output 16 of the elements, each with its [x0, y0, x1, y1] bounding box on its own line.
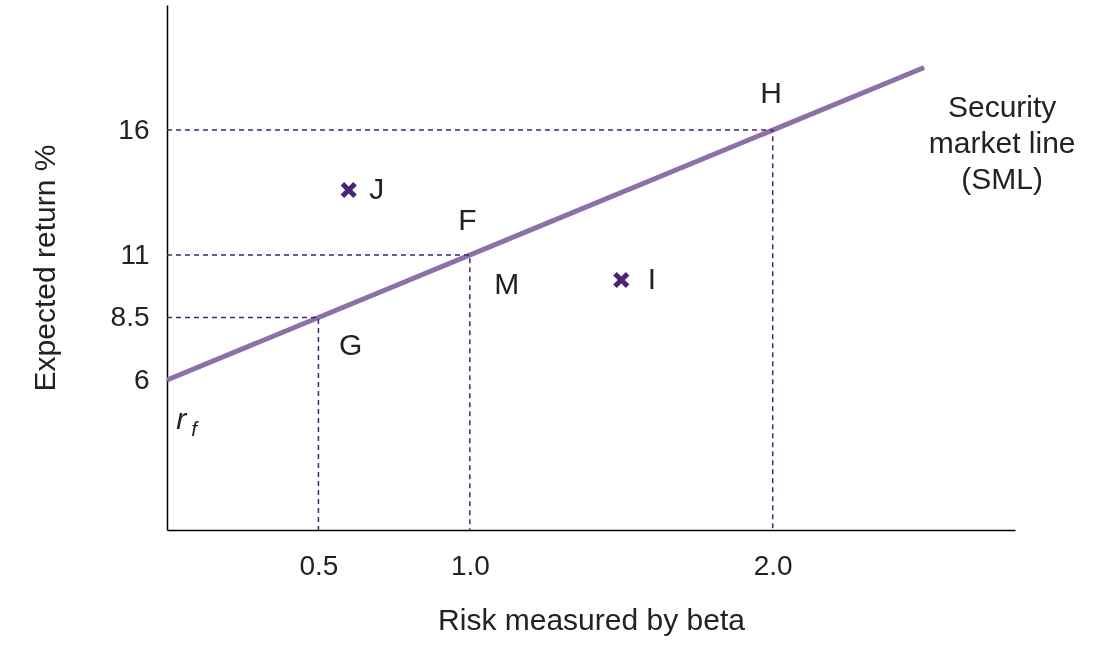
series-label: Security market line (SML) [928, 89, 1076, 195]
annotation: I [647, 262, 657, 295]
annotation: F [458, 203, 477, 236]
annotation: M [494, 267, 520, 300]
x-axis-title: Risk measured by beta [438, 602, 746, 636]
y-axis-title: Expected return % [27, 144, 61, 392]
y-tick-label: 11 [120, 238, 150, 270]
y-tick-label: 16 [118, 113, 150, 145]
x-tick-label: 2.0 [753, 549, 793, 581]
annotation: H [760, 76, 782, 109]
annotation: G [338, 327, 363, 361]
y-tick-label: 6 [133, 363, 150, 395]
y-tick-label: 8.5 [110, 301, 150, 332]
x-tick-label: 1.0 [450, 549, 490, 581]
annotation: J [369, 172, 385, 205]
x-tick-label: 0.5 [299, 549, 339, 581]
